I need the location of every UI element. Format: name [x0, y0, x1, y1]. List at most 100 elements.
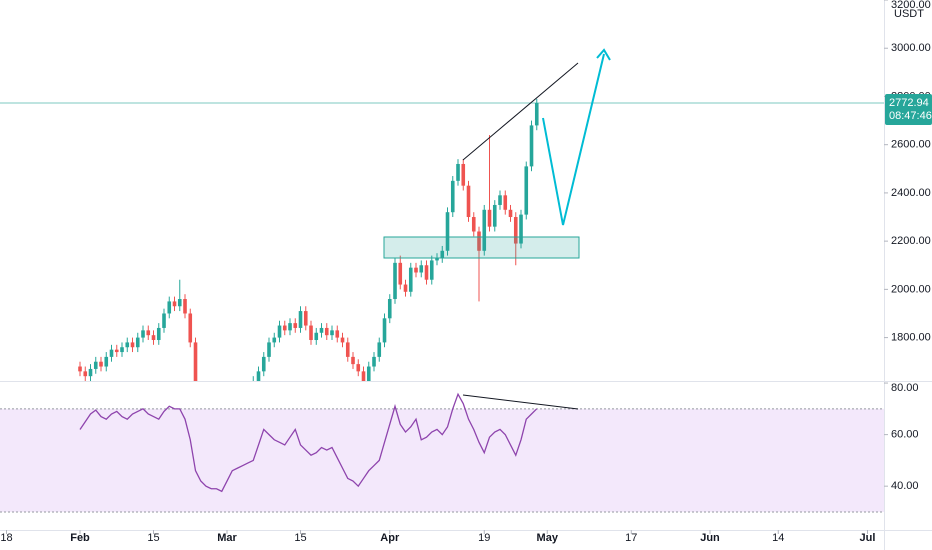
candle-body [193, 342, 198, 381]
candle-body [314, 332, 319, 341]
candle-body [104, 356, 109, 367]
rsi-tick-label: 80.00 [891, 382, 919, 394]
candle-body [377, 342, 382, 357]
candle-body [99, 361, 103, 367]
y-tick-label: 2600.00 [891, 139, 931, 151]
candle-body [156, 327, 161, 341]
rsi-band [0, 408, 884, 512]
candle-body [351, 356, 355, 365]
y-tick-label: 3200.00 [891, 0, 931, 11]
candle-body [319, 327, 324, 333]
candle-body [345, 342, 350, 357]
candle-body [372, 356, 376, 367]
candle-body [487, 209, 492, 227]
x-tick-label: Feb [70, 532, 90, 544]
candle-body [330, 330, 334, 336]
candle-body [471, 217, 476, 232]
countdown-label: 08:47:46 [889, 110, 932, 122]
candle-body [261, 356, 266, 372]
candle-body [492, 204, 497, 227]
candle-body [272, 337, 277, 343]
rsi-trend-line [462, 394, 579, 410]
candle-body [508, 209, 513, 218]
candle-body [450, 180, 455, 213]
candle-body [130, 342, 135, 348]
arrow-head [596, 48, 611, 61]
trend-line [462, 62, 579, 161]
candle-body [414, 267, 418, 273]
price-pane [0, 98, 884, 381]
candle-body [361, 371, 366, 381]
last-price-box [885, 93, 932, 125]
candle-body [188, 313, 193, 343]
candle-body [534, 102, 539, 126]
rsi-line [79, 392, 538, 493]
candle-body [88, 368, 93, 377]
candle-body [387, 299, 392, 319]
x-tick-label: 15 [294, 532, 306, 544]
candle-body [513, 217, 518, 244]
y-tick-label: 2400.00 [891, 187, 931, 199]
candle-body [424, 265, 429, 280]
candle-body [298, 311, 303, 328]
candle-body [498, 195, 502, 205]
candle-body [172, 301, 177, 307]
candle-body [151, 335, 156, 341]
rsi-tick-label: 40.00 [891, 480, 919, 492]
candle-body [477, 231, 481, 251]
x-tick-label: Jun [700, 532, 720, 544]
candle-body [403, 284, 408, 292]
candle-body [466, 185, 471, 218]
candle-body [340, 337, 345, 343]
candle-body [146, 330, 151, 336]
candle-body [529, 125, 534, 167]
candle-body [78, 366, 82, 372]
candle-body [382, 318, 387, 343]
candle-body [366, 366, 371, 381]
x-tick-label: Mar [217, 532, 237, 544]
candle-body [114, 349, 119, 353]
candle-body [293, 323, 298, 328]
candle-body [83, 371, 88, 377]
candle-body [183, 299, 187, 314]
candle-body [277, 325, 282, 338]
candle-body [356, 364, 361, 372]
candle-body [267, 342, 271, 357]
candle-body [519, 214, 523, 244]
candle-body [167, 301, 172, 314]
candle-body [435, 258, 439, 261]
candle-body [408, 267, 413, 292]
candle-body [398, 262, 403, 285]
candle-body [162, 313, 166, 328]
candle-body [256, 371, 261, 381]
projection-arrow [542, 53, 605, 226]
candle-body [303, 311, 308, 326]
candle-body [524, 166, 529, 215]
x-tick-label: Jul [860, 532, 876, 544]
candle-body [461, 163, 466, 186]
candle-body [288, 323, 292, 331]
candle-body [141, 330, 145, 338]
candle-body [93, 361, 98, 369]
y-tick-label: 2200.00 [891, 235, 931, 247]
last-price-label: 2772.94 [889, 97, 929, 109]
candle-body [445, 212, 450, 251]
y-tick-label: 2000.00 [891, 283, 931, 295]
candle-body [282, 325, 287, 331]
candle-body [429, 260, 434, 280]
x-tick-label: 15 [147, 532, 159, 544]
rsi-tick-label: 60.00 [891, 429, 919, 441]
x-tick-label: 19 [478, 532, 490, 544]
x-tick-label: 17 [625, 532, 637, 544]
candle-body [335, 330, 340, 338]
candle-body [177, 299, 182, 307]
y-tick-label: 1800.00 [891, 332, 931, 344]
drawings [383, 48, 611, 410]
x-tick-label: May [537, 532, 559, 544]
candle-body [309, 325, 313, 341]
candle-body [419, 265, 424, 273]
candle-body [393, 262, 397, 300]
candle-body [456, 163, 460, 181]
